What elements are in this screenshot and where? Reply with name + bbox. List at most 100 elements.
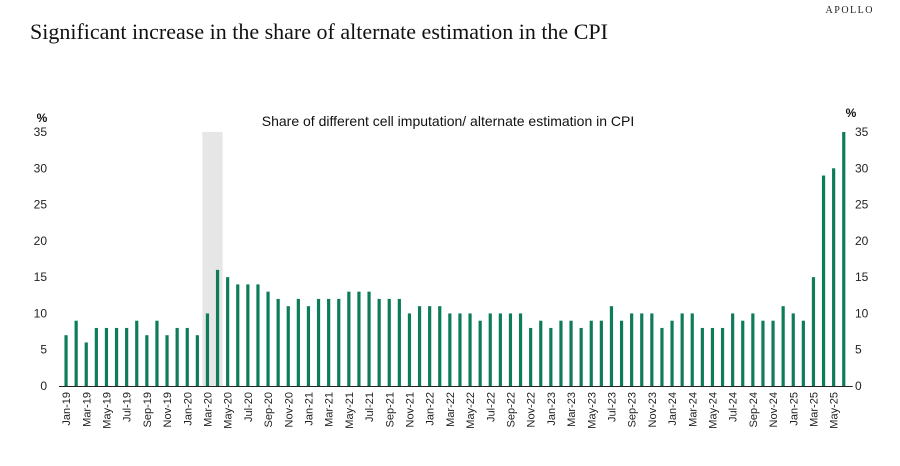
- chart-title: Share of different cell imputation/ alte…: [262, 113, 635, 129]
- x-tick-Mar-20: Mar-20: [202, 392, 214, 427]
- bar-May-24: [710, 327, 715, 386]
- bar-Oct-21: [397, 298, 401, 386]
- bar-Dec-19: [175, 327, 179, 386]
- x-tick-Mar-23: Mar-23: [566, 392, 578, 427]
- x-tick-Jul-23: Jul-23: [606, 392, 618, 422]
- bar-Mar-24: [690, 313, 694, 386]
- x-tick-Mar-21: Mar-21: [324, 392, 336, 427]
- bar-Sep-24: [751, 313, 755, 386]
- y-tick-right-5: 5: [855, 343, 862, 357]
- bar-Sep-20: [266, 291, 270, 386]
- y-axis-unit-left: %: [37, 111, 48, 125]
- bar-Nov-22: [529, 327, 533, 386]
- x-tick-Jul-19: Jul-19: [122, 392, 134, 422]
- y-tick-right-25: 25: [855, 198, 869, 212]
- bar-Mar-19: [84, 342, 88, 386]
- bar-Oct-19: [155, 320, 159, 386]
- x-tick-Sep-23: Sep-23: [627, 392, 639, 427]
- x-tick-Jan-21: Jan-21: [303, 392, 315, 426]
- y-tick-right-20: 20: [855, 234, 869, 248]
- bar-Apr-20: [215, 269, 220, 386]
- bar-Mar-20: [205, 313, 210, 386]
- bar-Jul-21: [367, 291, 371, 386]
- bar-Aug-22: [498, 313, 502, 386]
- x-tick-Nov-20: Nov-20: [283, 392, 295, 427]
- bar-Nov-23: [650, 313, 654, 386]
- y-axis-unit-right: %: [846, 106, 857, 120]
- bar-Aug-21: [377, 298, 381, 386]
- x-tick-Nov-24: Nov-24: [768, 392, 780, 427]
- y-tick-left-0: 0: [40, 379, 47, 393]
- x-tick-Jul-22: Jul-22: [485, 392, 497, 422]
- x-tick-Jan-23: Jan-23: [546, 392, 558, 426]
- bar-May-22: [468, 313, 472, 386]
- x-tick-Mar-19: Mar-19: [81, 392, 93, 427]
- bar-Jun-24: [720, 327, 725, 386]
- bar-Jan-19: [64, 335, 68, 386]
- bar-Mar-21: [327, 298, 331, 386]
- y-tick-left-20: 20: [34, 234, 48, 248]
- x-tick-Nov-23: Nov-23: [647, 392, 659, 427]
- x-tick-May-22: May-22: [465, 392, 477, 429]
- bar-May-20: [226, 277, 230, 386]
- y-tick-left-10: 10: [34, 306, 48, 320]
- bar-Feb-24: [680, 313, 684, 386]
- bar-Apr-23: [579, 327, 583, 386]
- bar-Jan-20: [185, 327, 189, 386]
- x-tick-Sep-21: Sep-21: [384, 392, 396, 427]
- y-tick-right-10: 10: [855, 306, 869, 320]
- bar-Jul-20: [246, 284, 250, 386]
- bar-Mar-25: [811, 277, 816, 386]
- bar-Dec-21: [417, 306, 422, 386]
- x-tick-May-19: May-19: [101, 392, 113, 429]
- x-tick-Jul-20: Jul-20: [243, 392, 255, 422]
- x-tick-Mar-24: Mar-24: [687, 392, 699, 427]
- y-tick-left-5: 5: [40, 343, 47, 357]
- bar-Apr-25: [821, 175, 826, 386]
- bar-Sep-21: [387, 298, 391, 386]
- y-tick-right-30: 30: [855, 161, 869, 175]
- x-tick-Sep-22: Sep-22: [505, 392, 517, 427]
- brand-logo: APOLLO: [825, 5, 874, 16]
- bar-Jun-23: [599, 320, 603, 386]
- bar-Aug-19: [135, 320, 139, 386]
- bar-Nov-19: [165, 335, 169, 386]
- bar-Apr-21: [337, 298, 341, 386]
- y-tick-left-25: 25: [34, 198, 48, 212]
- bar-Jun-20: [236, 284, 240, 386]
- x-tick-Sep-20: Sep-20: [263, 392, 275, 427]
- x-tick-Jan-20: Jan-20: [182, 392, 194, 426]
- bar-Jul-22: [488, 313, 492, 386]
- x-tick-Jan-19: Jan-19: [61, 392, 73, 426]
- bar-Sep-23: [630, 313, 634, 386]
- bar-Jul-23: [609, 306, 614, 386]
- bar-Nov-24: [771, 320, 775, 386]
- bar-Oct-24: [761, 320, 765, 386]
- x-tick-Jan-25: Jan-25: [788, 392, 800, 426]
- bar-Aug-24: [741, 320, 745, 386]
- x-tick-Sep-19: Sep-19: [142, 392, 154, 427]
- x-tick-Sep-24: Sep-24: [748, 392, 760, 427]
- bar-Feb-23: [559, 320, 563, 386]
- bar-Mar-22: [448, 313, 452, 386]
- bar-May-23: [589, 320, 593, 386]
- x-tick-May-23: May-23: [586, 392, 598, 429]
- bar-Apr-24: [700, 327, 704, 386]
- bar-Jun-19: [114, 327, 119, 386]
- bar-Jan-21: [306, 306, 311, 386]
- y-tick-left-30: 30: [34, 161, 48, 175]
- bar-Jan-25: [791, 313, 795, 386]
- bar-Feb-21: [316, 298, 321, 386]
- bar-Sep-22: [508, 313, 513, 386]
- y-tick-right-15: 15: [855, 270, 869, 284]
- y-tick-left-35: 35: [34, 125, 48, 139]
- bar-Feb-19: [74, 320, 78, 386]
- bar-Feb-22: [438, 306, 442, 386]
- bar-Jan-22: [428, 306, 432, 386]
- bar-Dec-22: [539, 320, 543, 386]
- bar-Oct-20: [276, 298, 280, 386]
- bar-Jun-22: [478, 320, 482, 386]
- bar-Feb-25: [801, 320, 805, 386]
- x-tick-May-24: May-24: [707, 392, 719, 429]
- x-tick-Nov-22: Nov-22: [526, 392, 538, 427]
